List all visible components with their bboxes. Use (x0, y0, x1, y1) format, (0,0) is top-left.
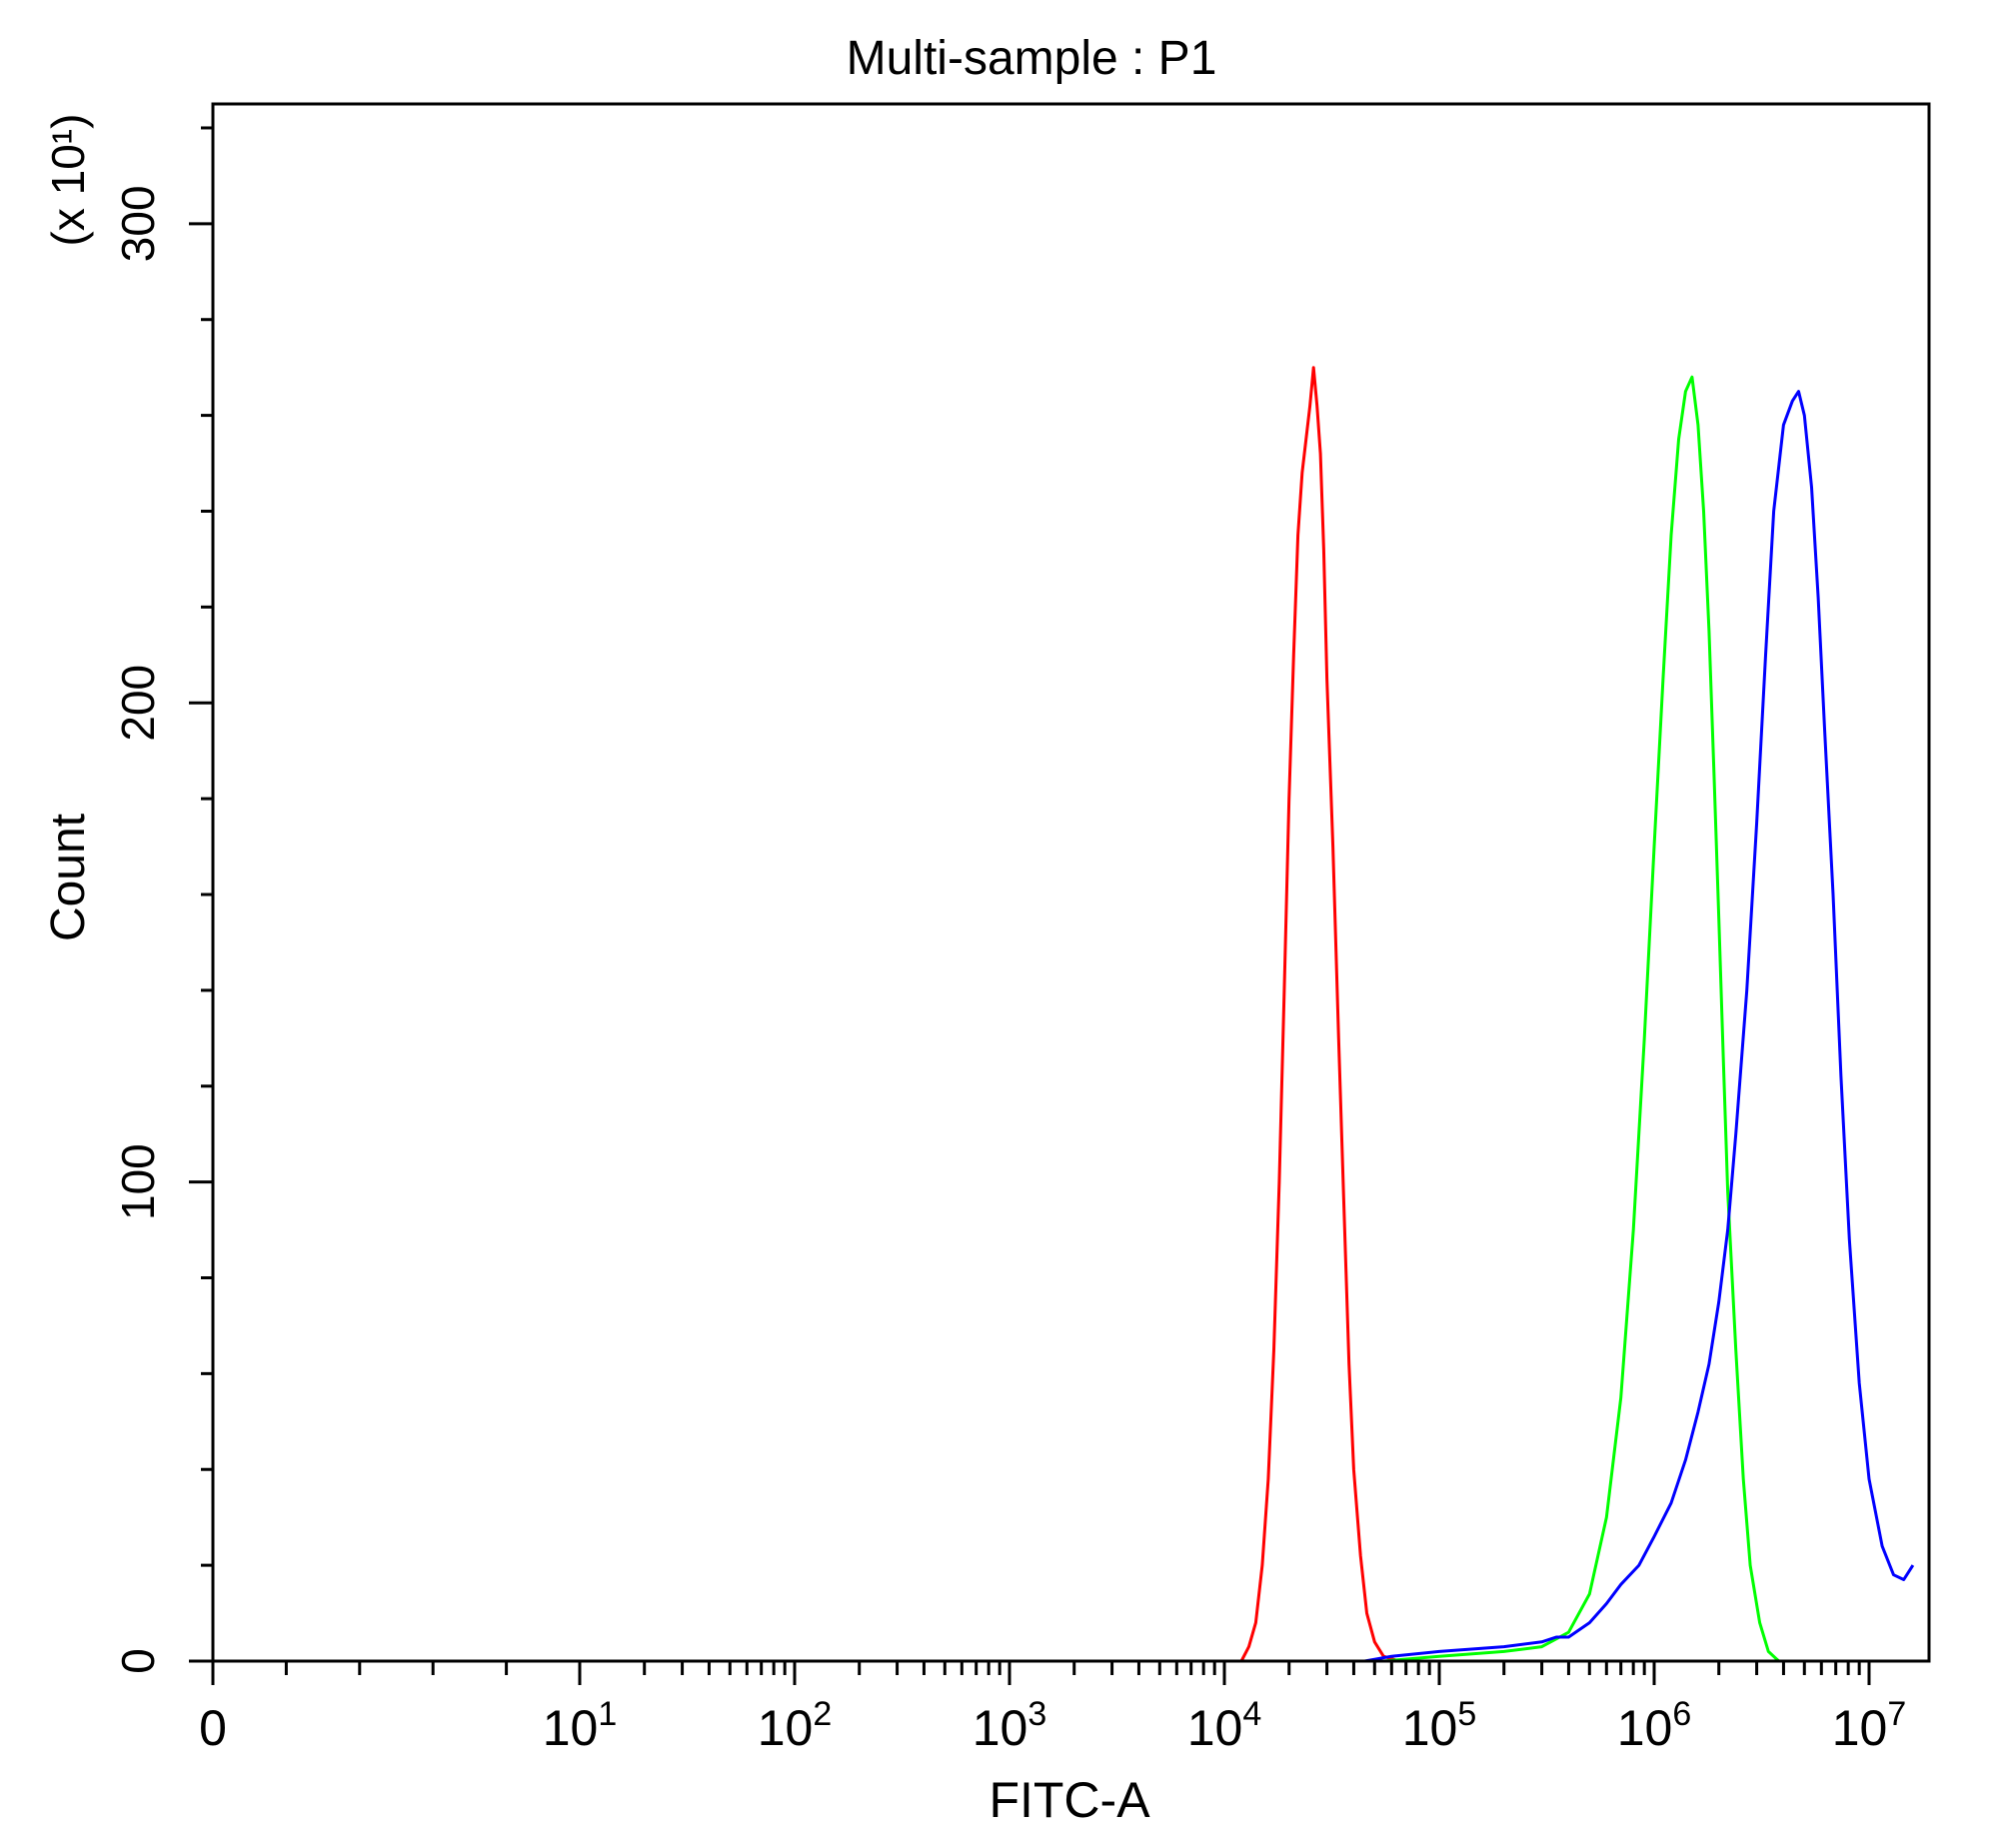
x-tick-label: 101 (543, 1695, 618, 1756)
y-tick-label: 100 (112, 1143, 164, 1220)
y-tick-label: 200 (112, 665, 164, 742)
histogram-series-line-1 (1239, 366, 1400, 1663)
x-tick-label: 106 (1617, 1695, 1692, 1756)
x-axis: 0 101 102 103 104 105 106 107 (199, 1661, 1906, 1756)
y-axis: 0 100 200 300 (112, 126, 213, 1674)
y-tick-label: 300 (112, 185, 164, 262)
x-tick-label: 104 (1187, 1695, 1262, 1756)
chart-title: Multi-sample : P1 (847, 32, 1217, 85)
x-tick-label: 107 (1832, 1695, 1907, 1756)
histogram-series-line-3 (1364, 390, 1915, 1663)
x-tick-label: 0 (199, 1700, 227, 1756)
x-tick-label: 103 (973, 1695, 1047, 1756)
y-axis-multiplier: (x 10¹) (42, 114, 94, 247)
plot-area (1239, 366, 1915, 1663)
x-tick-label: 102 (758, 1695, 833, 1756)
y-tick-label: 0 (112, 1648, 164, 1674)
x-axis-label: FITC-A (989, 1772, 1150, 1828)
x-tick-label: 105 (1402, 1695, 1477, 1756)
plot-frame (211, 102, 1931, 1663)
histogram-series-line-2 (1383, 375, 1780, 1663)
y-axis-label: Count (42, 814, 95, 941)
